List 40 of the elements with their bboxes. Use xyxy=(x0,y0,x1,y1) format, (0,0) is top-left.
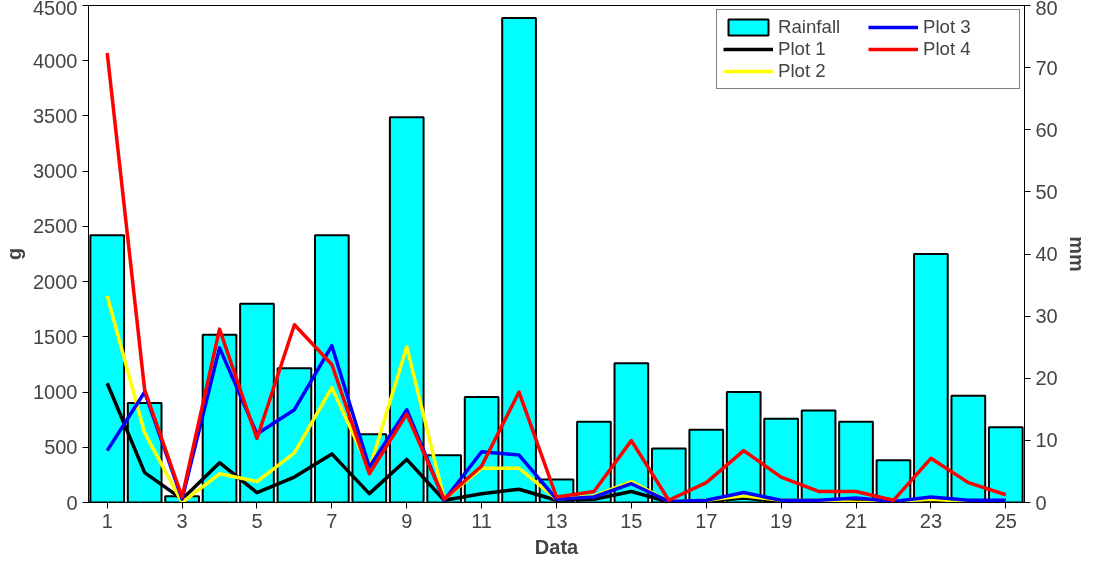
x-tick-label: 17 xyxy=(695,509,718,532)
y-tick-label: 3500 xyxy=(33,104,78,127)
x-tick-label: 5 xyxy=(251,509,263,532)
y2-tick-label: 40 xyxy=(1035,243,1058,265)
legend-label: Plot 4 xyxy=(923,38,972,60)
x-tick-label: 1 xyxy=(101,509,113,532)
y-tick-label: 1500 xyxy=(33,325,78,348)
y-axis-title: g xyxy=(3,247,26,261)
legend-label: Plot 2 xyxy=(778,60,827,82)
y2-tick-label: 70 xyxy=(1035,56,1058,79)
x-tick-label: 13 xyxy=(545,509,568,532)
y-tick-label: 3000 xyxy=(33,160,78,183)
legend-label: Plot 3 xyxy=(923,16,972,38)
x-tick-label: 25 xyxy=(994,509,1017,532)
x-tick-label: 9 xyxy=(401,509,413,532)
x-tick-label: 19 xyxy=(770,509,793,532)
y-tick-label: 4500 xyxy=(33,0,78,19)
y-tick-label: 1000 xyxy=(33,381,78,404)
y2-tick-label: 60 xyxy=(1035,118,1058,141)
y2-tick-label: 50 xyxy=(1035,180,1058,203)
x-tick-label: 7 xyxy=(326,509,338,532)
x-tick-label: 3 xyxy=(176,509,188,532)
y-tick-label: 2000 xyxy=(33,270,78,293)
legend-label: Plot 1 xyxy=(778,38,827,60)
y-tick-label: 4000 xyxy=(33,49,78,72)
legend-label: Rainfall xyxy=(778,16,842,38)
y2-tick-label: 0 xyxy=(1035,491,1047,514)
y2-tick-label: 80 xyxy=(1035,0,1058,19)
x-axis-title: Data xyxy=(534,535,580,558)
y-tick-label: 500 xyxy=(44,436,78,459)
y2-tick-label: 30 xyxy=(1035,305,1058,328)
x-tick-label: 15 xyxy=(620,509,643,532)
x-tick-label: 21 xyxy=(844,509,868,532)
x-tick-label: 11 xyxy=(471,509,492,532)
y-tick-label: 0 xyxy=(66,491,78,514)
y2-tick-label: 20 xyxy=(1035,367,1058,390)
y-tick-label: 2500 xyxy=(33,215,78,238)
y2-axis-title: mm xyxy=(1065,236,1088,272)
y2-tick-label: 10 xyxy=(1035,429,1058,452)
x-tick-label: 23 xyxy=(919,509,943,532)
